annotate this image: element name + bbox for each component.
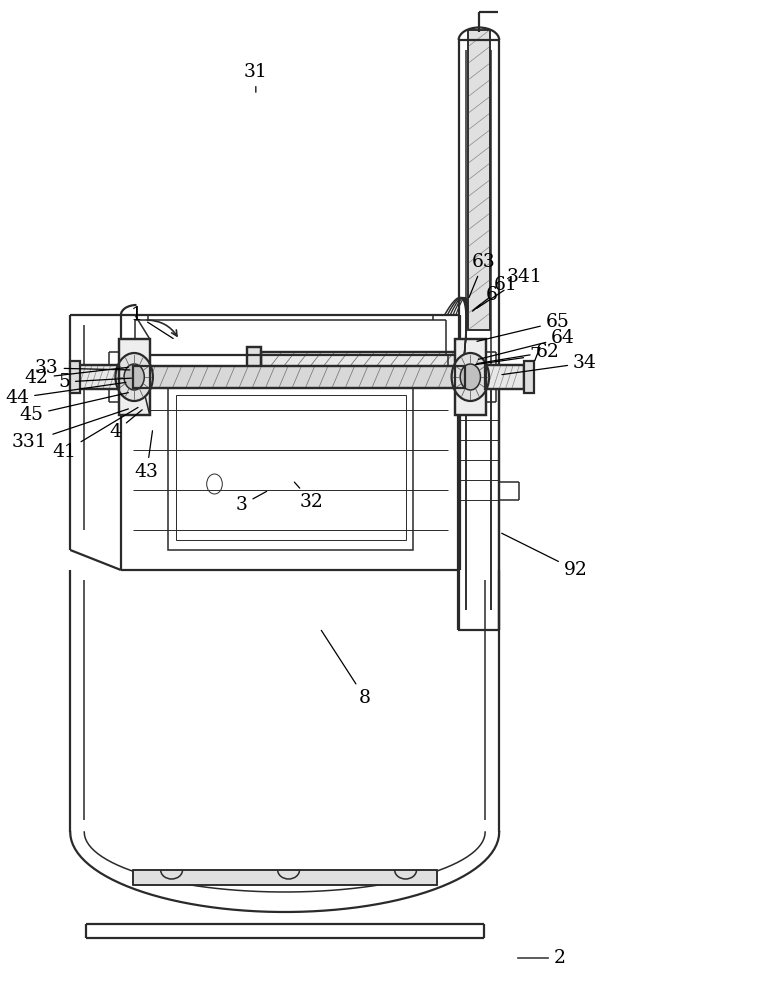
Text: 62: 62 <box>477 343 559 364</box>
Bar <box>468 30 490 330</box>
Bar <box>455 339 486 415</box>
Text: 45: 45 <box>20 393 129 424</box>
Text: 31: 31 <box>244 63 268 92</box>
Text: 44: 44 <box>5 382 126 407</box>
Bar <box>261 352 459 378</box>
Text: 92: 92 <box>502 533 587 579</box>
Bar <box>133 366 465 388</box>
Bar <box>261 352 459 378</box>
Bar <box>70 361 80 393</box>
Bar <box>119 339 150 415</box>
Bar <box>133 366 465 388</box>
Bar <box>133 870 437 885</box>
Circle shape <box>115 353 153 401</box>
Circle shape <box>452 353 489 401</box>
Text: 5: 5 <box>58 373 131 391</box>
Bar <box>468 30 490 330</box>
Bar <box>133 870 437 885</box>
Bar <box>485 365 524 389</box>
Circle shape <box>460 364 480 390</box>
Bar <box>247 347 261 383</box>
Bar <box>524 361 534 393</box>
Text: 341: 341 <box>477 268 542 308</box>
Text: 8: 8 <box>321 630 371 707</box>
Text: 4: 4 <box>109 410 142 441</box>
Bar <box>455 339 486 415</box>
Text: 32: 32 <box>294 482 324 511</box>
Bar <box>247 347 261 383</box>
Text: 65: 65 <box>477 313 569 341</box>
Text: 33: 33 <box>35 359 129 377</box>
Text: 7: 7 <box>476 347 541 365</box>
Bar <box>76 365 119 389</box>
Text: 43: 43 <box>135 431 158 481</box>
Text: 41: 41 <box>52 407 138 461</box>
Text: 2: 2 <box>518 949 566 967</box>
Text: 3: 3 <box>236 491 267 514</box>
Bar <box>76 365 119 389</box>
Circle shape <box>124 364 144 390</box>
Text: 61: 61 <box>473 276 517 310</box>
Text: 6: 6 <box>473 286 498 311</box>
Text: 331: 331 <box>12 409 129 451</box>
Bar <box>176 395 406 540</box>
Text: 64: 64 <box>478 329 575 359</box>
Bar <box>119 339 150 415</box>
Bar <box>168 385 413 550</box>
Text: 42: 42 <box>25 367 128 387</box>
Bar <box>485 365 524 389</box>
Text: 34: 34 <box>502 354 597 375</box>
Text: 1: 1 <box>130 306 173 339</box>
Text: 63: 63 <box>469 253 495 297</box>
